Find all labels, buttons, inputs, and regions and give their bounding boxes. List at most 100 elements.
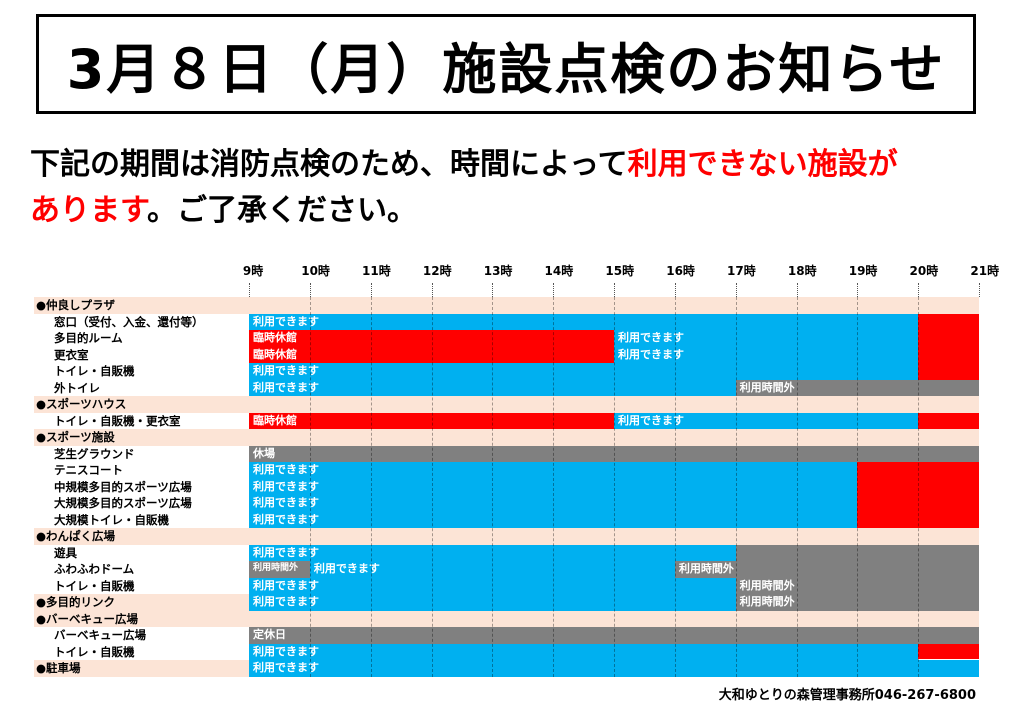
facility-row: 芝生グラウンド 休場 xyxy=(34,445,979,462)
status-segment-available xyxy=(614,346,919,363)
segment-label: 利用時間外 xyxy=(253,563,299,573)
category-row: ●わんぱく広場 xyxy=(34,528,979,545)
hour-tick xyxy=(309,283,311,297)
status-segment-outside xyxy=(735,544,979,561)
facility-label: トイレ・自販機 xyxy=(54,578,135,593)
status-segment-closed xyxy=(857,511,979,528)
segment-label: 利用できます xyxy=(253,496,319,509)
segment-label: 利用できます xyxy=(618,413,684,427)
facility-label: 大規模多目的スポーツ広場 xyxy=(54,496,192,510)
hour-tick xyxy=(553,283,555,297)
schedule-chart: ●仲良しプラザ 窓口（受付、入金、還付等） 利用できます 多目的ルーム 臨時休館 利用でき… xyxy=(34,297,979,677)
segment-label: 利用できます xyxy=(253,512,319,526)
status-segment-closed xyxy=(249,330,614,347)
category-label: ●わんぱく広場 xyxy=(36,529,116,543)
facility-row: 遊具 利用できます xyxy=(34,544,979,561)
status-segment-outside xyxy=(249,445,979,462)
facility-row: バーベキュー広場 定休日 xyxy=(34,627,979,644)
category-row: ●駐車場 利用できます xyxy=(34,660,979,677)
hour-tick xyxy=(918,283,920,297)
facility-row: 外トイレ 利用できます 利用時間外 xyxy=(34,379,979,396)
facility-row: トイレ・自販機 利用できます xyxy=(34,363,979,380)
notice-part4: 。ご了承ください。 xyxy=(147,193,417,228)
hour-label: 14時 xyxy=(544,264,574,278)
facility-row: 多目的ルーム 臨時休館 利用できます xyxy=(34,330,979,347)
status-segment-closed xyxy=(249,346,614,363)
facility-label: バーベキュー広場 xyxy=(54,628,146,642)
hour-label: 21時 xyxy=(970,264,1000,278)
hour-tick xyxy=(674,283,676,297)
status-segment-outside xyxy=(249,561,310,578)
status-segment-available xyxy=(249,544,736,561)
category-label: ●スポーツハウス xyxy=(36,397,127,411)
hour-tick xyxy=(370,283,372,297)
status-segment-available xyxy=(249,478,858,495)
notice-text: 下記の期間は消防点検のため、時間によって利用できない施設が あります。ご了承くださ… xyxy=(30,142,990,234)
facility-row: テニスコート 利用できます xyxy=(34,462,979,479)
status-segment-available xyxy=(614,330,919,347)
hour-label: 11時 xyxy=(362,264,391,278)
hour-label: 13時 xyxy=(483,264,513,278)
status-segment-available xyxy=(249,379,736,396)
status-segment-closed xyxy=(857,478,979,495)
hour-label: 18時 xyxy=(787,264,817,278)
status-segment-closed xyxy=(857,495,979,512)
facility-row: 窓口（受付、入金、還付等） 利用できます xyxy=(34,313,979,330)
segment-label: 利用できます xyxy=(253,479,319,493)
facility-row: トイレ・自販機・更衣室 臨時休館 利用できます xyxy=(34,412,979,429)
category-row: ●バーベキュー広場 xyxy=(34,610,979,627)
hour-tick xyxy=(614,283,615,297)
category-row: ●スポーツハウス xyxy=(34,396,979,413)
facility-label: トイレ・自販機・更衣室 xyxy=(54,413,181,428)
segment-label: 利用できます xyxy=(253,380,319,394)
segment-label: 臨時休館 xyxy=(253,413,297,427)
segment-label: 利用できます xyxy=(253,364,319,377)
category-label: ●バーベキュー広場 xyxy=(36,611,139,626)
status-segment-available xyxy=(249,594,736,611)
facility-label: 更衣室 xyxy=(54,347,89,362)
hour-label: 10時 xyxy=(301,264,330,278)
status-segment-outside xyxy=(249,627,979,644)
segment-label: 定休日 xyxy=(253,628,286,641)
hour-label: 15時 xyxy=(605,264,635,278)
status-segment-available xyxy=(249,577,736,594)
hour-label: 9時 xyxy=(242,264,264,278)
hour-label: 19時 xyxy=(848,264,878,278)
notice-part2: 利用できない施設が xyxy=(627,147,898,182)
facility-row: トイレ・自販機 利用できます xyxy=(34,643,979,660)
hour-label: 12時 xyxy=(422,264,452,278)
segment-label: 利用できます xyxy=(253,463,319,476)
hour-axis: 9時 10時 11時 12時 13時 14時 15時 16時 17時 18時 19時 20時 21時 xyxy=(0,262,1024,282)
hour-tick xyxy=(249,283,250,297)
status-segment-outside xyxy=(674,561,979,578)
page-title: 3月８日（月）施設点検のお知らせ xyxy=(66,37,946,101)
status-segment-available xyxy=(309,561,675,578)
category-label: ●多目的リンク xyxy=(36,595,116,609)
facility-row: 大規模トイレ・自販機 利用できます xyxy=(34,511,979,528)
status-segment-closed xyxy=(249,412,614,429)
facility-label: 窓口（受付、入金、還付等） xyxy=(54,314,204,329)
segment-label: 休場 xyxy=(253,446,275,460)
office-contact: 大和ゆとりの森管理事務所046-267-6800 xyxy=(718,688,976,703)
facility-label: テニスコート xyxy=(54,463,123,477)
segment-label: 利用できます xyxy=(253,595,319,608)
status-segment-available xyxy=(249,495,858,512)
status-segment-closed xyxy=(918,643,979,660)
status-segment-closed xyxy=(857,462,979,479)
facility-label: トイレ・自販機 xyxy=(54,644,135,659)
title-box: 3月８日（月）施設点検のお知らせ xyxy=(36,14,976,114)
segment-label: 臨時休館 xyxy=(253,331,297,344)
facility-label: ふわふわドーム xyxy=(54,562,135,576)
segment-label: 利用時間外 xyxy=(739,380,795,394)
segment-label: 利用時間外 xyxy=(739,595,795,608)
segment-label: 臨時休館 xyxy=(253,347,297,361)
segment-label: 利用できます xyxy=(618,331,684,344)
status-segment-available xyxy=(249,660,979,677)
segment-label: 利用できます xyxy=(253,578,319,592)
category-row: ●スポーツ施設 xyxy=(34,429,979,446)
notice-part1: 下記の期間は消防点検のため、時間によって xyxy=(30,147,628,182)
hour-tick xyxy=(979,283,980,297)
facility-label: 中規模多目的スポーツ広場 xyxy=(54,479,192,494)
segment-label: 利用できます xyxy=(253,644,319,658)
hour-tick xyxy=(735,283,737,297)
